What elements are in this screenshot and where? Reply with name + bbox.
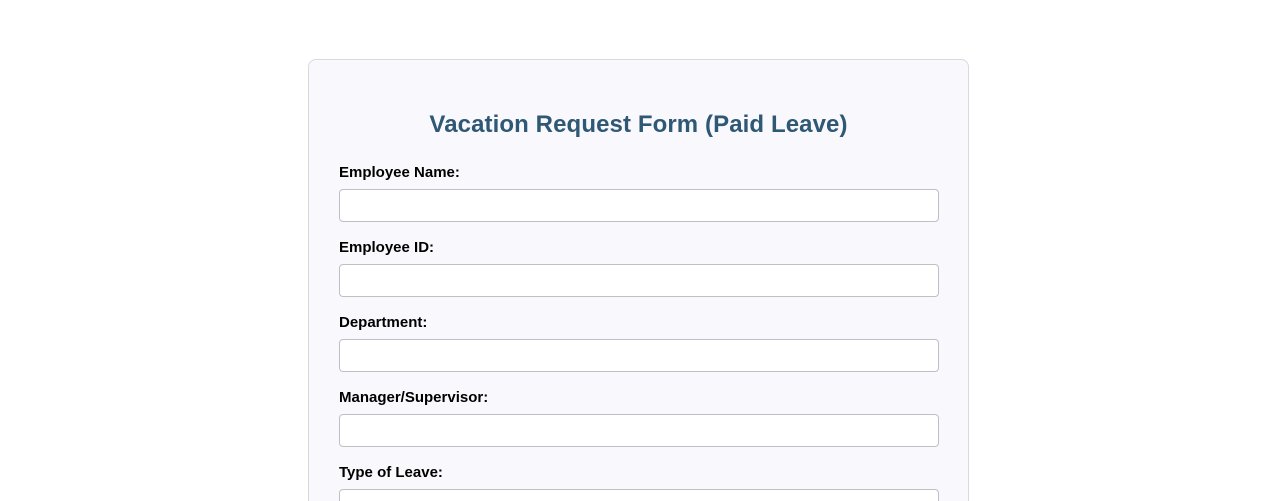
type-of-leave-label: Type of Leave: — [339, 464, 443, 481]
field-employee-id: Employee ID: — [339, 239, 939, 297]
page-title: Vacation Request Form (Paid Leave) — [429, 111, 848, 138]
type-of-leave-select[interactable]: Select — [339, 489, 939, 501]
manager-supervisor-input[interactable] — [339, 414, 939, 447]
type-of-leave-select-wrap: Select — [339, 489, 939, 501]
field-type-of-leave: Type of Leave: Select — [339, 464, 939, 501]
employee-name-input[interactable] — [339, 189, 939, 222]
department-input[interactable] — [339, 339, 939, 372]
field-department: Department: — [339, 314, 939, 372]
employee-name-label: Employee Name: — [339, 164, 460, 181]
employee-id-label: Employee ID: — [339, 239, 435, 256]
field-manager-supervisor: Manager/Supervisor: — [339, 389, 939, 447]
manager-supervisor-label: Manager/Supervisor: — [339, 389, 489, 406]
employee-id-input[interactable] — [339, 264, 939, 297]
department-label: Department: — [339, 314, 428, 331]
field-employee-name: Employee Name: — [339, 164, 939, 222]
vacation-request-form-card: Vacation Request Form (Paid Leave) Emplo… — [308, 59, 969, 501]
